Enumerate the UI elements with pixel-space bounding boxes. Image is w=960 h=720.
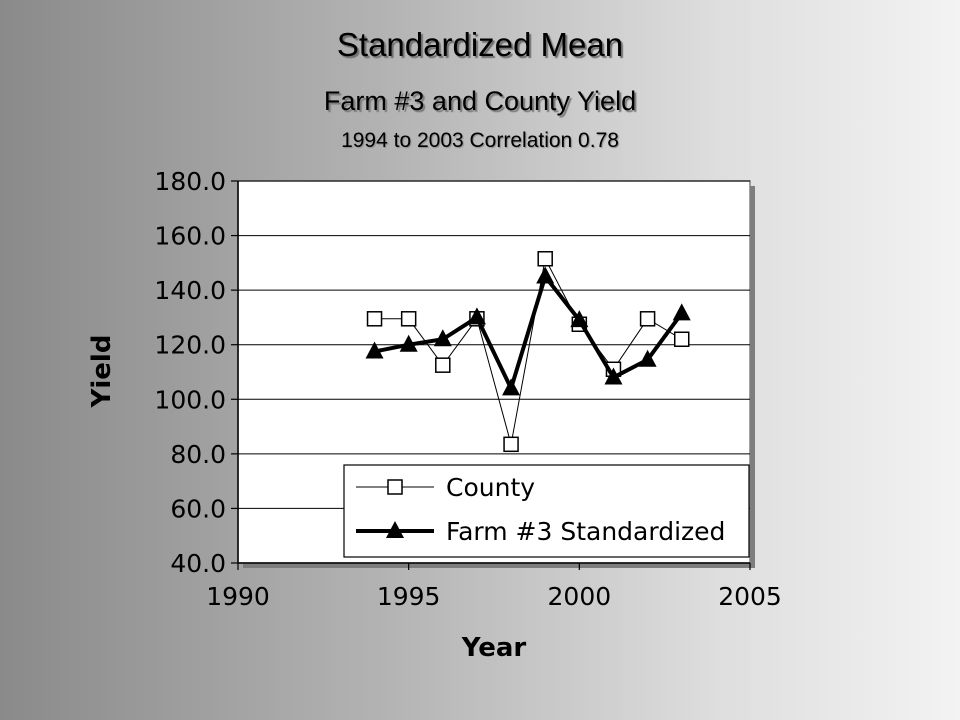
data-point: [503, 436, 519, 453]
legend-marker: [387, 479, 403, 495]
series-farm3: [365, 266, 691, 396]
legend-box: [343, 464, 750, 558]
data-point: [366, 311, 383, 327]
axes: [231, 180, 751, 570]
data-point: [672, 303, 691, 321]
y-tick-label: 60.0: [170, 494, 226, 523]
data-point: [365, 341, 384, 359]
data-point: [502, 378, 521, 396]
data-point: [399, 334, 418, 352]
series-line: [374, 272, 684, 394]
data-point: [433, 329, 452, 347]
x-tick-label: 1995: [377, 582, 441, 611]
data-point: [537, 251, 553, 267]
chart-title: Standardized Mean: [336, 26, 624, 63]
data-point: [638, 349, 657, 367]
data-point: [570, 310, 589, 328]
legend: County Farm #3 Standardized: [343, 464, 750, 558]
chart-subtitle-2: 1994 to 2003 Correlation 0.78: [341, 129, 619, 152]
x-tick-label: 2005: [718, 582, 782, 611]
y-tick-label: 100.0: [154, 385, 226, 414]
x-tick-label: 2000: [548, 582, 612, 611]
y-tick-label: 160.0: [154, 222, 226, 251]
data-point: [435, 357, 451, 373]
y-tick-label: 80.0: [170, 440, 226, 469]
x-axis-label: Year: [461, 633, 527, 663]
y-tick-label: 140.0: [154, 276, 226, 305]
y-tick-labels: 40.0 60.0 80.0 100.0 120.0 140.0 160.0 180.0: [154, 167, 226, 578]
series-layer: [365, 251, 691, 453]
data-point: [536, 266, 555, 284]
legend-label: Farm #3 Standardized: [446, 517, 725, 546]
data-point: [604, 367, 623, 385]
y-axis-label: Yield: [87, 335, 117, 409]
y-tick-label: 40.0: [170, 549, 226, 578]
x-tick-label: 1990: [206, 582, 270, 611]
chart-subtitle: Farm #3 and County Yield: [323, 86, 637, 116]
data-point: [467, 307, 486, 325]
data-point: [639, 311, 656, 327]
legend-marker: [386, 521, 404, 538]
y-tick-label: 120.0: [154, 331, 226, 360]
data-point: [673, 331, 690, 348]
x-tick-labels: 1990 1995 2000 2005: [206, 582, 782, 611]
legend-label: County: [446, 473, 535, 502]
y-tick-label: 180.0: [154, 167, 226, 196]
data-point: [400, 311, 417, 327]
